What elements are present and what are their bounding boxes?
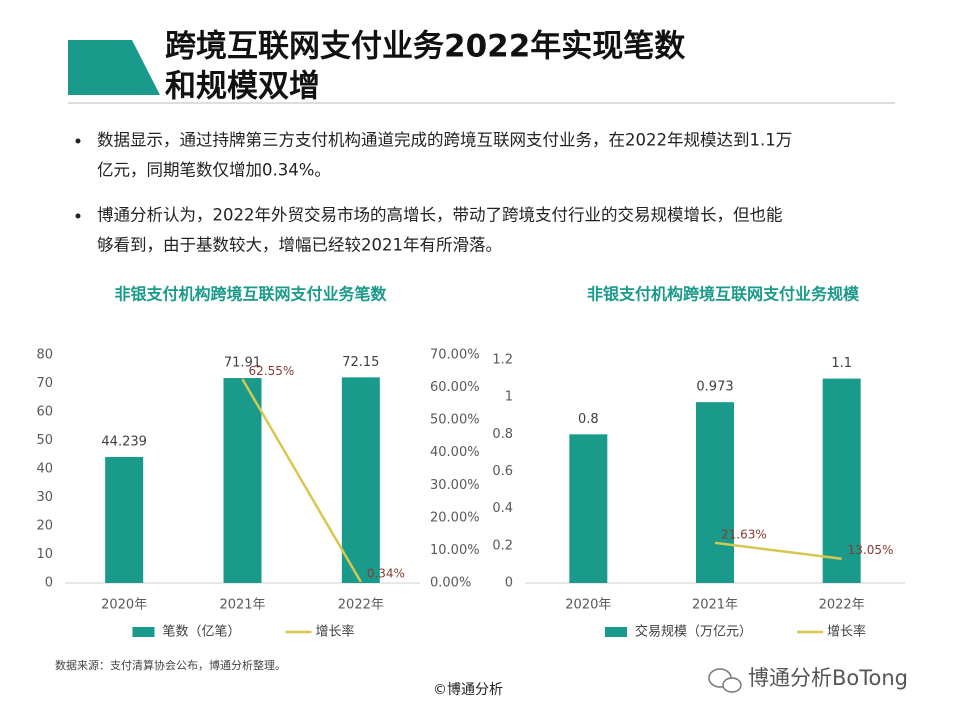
y-tick-label: 1 — [505, 390, 513, 405]
y-tick-label: 0 — [45, 576, 53, 591]
bar-value-label: 1.1 — [831, 356, 852, 371]
legend-swatch — [132, 627, 155, 637]
title-line: 和规模双增 — [165, 69, 320, 105]
x-tick-label: 2020年 — [101, 598, 147, 613]
chart-title: 非银支付机构跨境互联网支付业务笔数 — [114, 285, 387, 304]
bar-value-label: 44.239 — [101, 434, 147, 449]
y2-tick-label: 20.00% — [430, 510, 480, 525]
y-tick-label: 60 — [36, 405, 53, 420]
bullet-text: 够看到，由于基数较大，增幅已经较2021年有所滑落。 — [97, 236, 502, 255]
line-value-label: 21.63% — [721, 527, 767, 541]
wechat-icon — [708, 668, 742, 693]
bar — [105, 456, 144, 583]
bar — [223, 378, 262, 583]
bar — [341, 377, 380, 583]
y2-tick-label: 10.00% — [430, 543, 480, 558]
legend-label: 交易规模（万亿元） — [635, 624, 752, 640]
bar-value-label: 0.973 — [696, 380, 733, 395]
legend-label: 笔数（亿笔） — [163, 624, 241, 640]
y2-tick-label: 50.00% — [430, 413, 480, 428]
title-shape — [68, 40, 160, 95]
line — [714, 541, 842, 560]
x-tick-label: 2022年 — [338, 598, 384, 613]
x-tick-label: 2020年 — [565, 598, 611, 613]
bar-value-label: 0.8 — [578, 412, 599, 427]
legend-swatch — [605, 627, 627, 637]
bar-value-label: 72.15 — [342, 355, 379, 370]
bullet-dot — [75, 138, 81, 144]
line — [241, 378, 362, 583]
bullet-text: 亿元，同期笔数仅增加0.34%。 — [97, 161, 331, 180]
y-tick-label: 20 — [36, 519, 53, 534]
y-tick-label: 50 — [36, 433, 53, 448]
footer: ©博通分析 — [433, 681, 503, 698]
y2-tick-label: 0.00% — [430, 576, 471, 591]
y2-tick-label: 70.00% — [430, 348, 480, 363]
y-tick-label: 0.8 — [492, 427, 513, 442]
y-tick-label: 0.2 — [492, 538, 513, 553]
y-tick-label: 0.6 — [492, 464, 513, 479]
y2-tick-label: 60.00% — [430, 380, 480, 395]
bar — [822, 378, 861, 583]
x-tick-label: 2022年 — [819, 598, 865, 613]
title-line: 跨境互联网支付业务2022年实现笔数 — [165, 29, 685, 65]
y-tick-label: 1.2 — [492, 353, 513, 368]
bar — [569, 434, 608, 583]
y-tick-label: 10 — [36, 547, 53, 562]
bullet-text: 数据显示，通过持牌第三方支付机构通道完成的跨境互联网支付业务，在2022年规模达… — [97, 131, 792, 150]
bar — [696, 402, 734, 583]
y2-tick-label: 30.00% — [430, 478, 480, 493]
y-tick-label: 0 — [505, 576, 513, 591]
bar-value-label: 71.91 — [224, 356, 261, 371]
y-tick-label: 30 — [36, 490, 53, 505]
line-value-label: 13.05% — [848, 543, 894, 557]
bullet-text: 博通分析认为，2022年外贸交易市场的高增长，带动了跨境支付行业的交易规模增长，… — [97, 206, 783, 225]
legend-label: 增长率 — [827, 624, 866, 640]
source: 数据来源：支付清算协会公布，博通分析整理。 — [55, 658, 286, 672]
line-value-label: 0.34% — [367, 566, 405, 580]
bullet-dot — [75, 213, 81, 219]
line-value-label: 62.55% — [249, 364, 295, 378]
chart-title: 非银支付机构跨境互联网支付业务规模 — [587, 285, 860, 304]
y-tick-label: 40 — [36, 462, 53, 477]
y-tick-label: 0.4 — [492, 501, 513, 516]
x-tick-label: 2021年 — [692, 598, 738, 613]
y2-tick-label: 40.00% — [430, 445, 480, 460]
brand: 博通分析BoTong — [748, 666, 908, 690]
y-tick-label: 80 — [36, 348, 53, 363]
y-tick-label: 70 — [36, 376, 53, 391]
x-tick-label: 2021年 — [219, 598, 265, 613]
legend-label: 增长率 — [316, 624, 355, 640]
